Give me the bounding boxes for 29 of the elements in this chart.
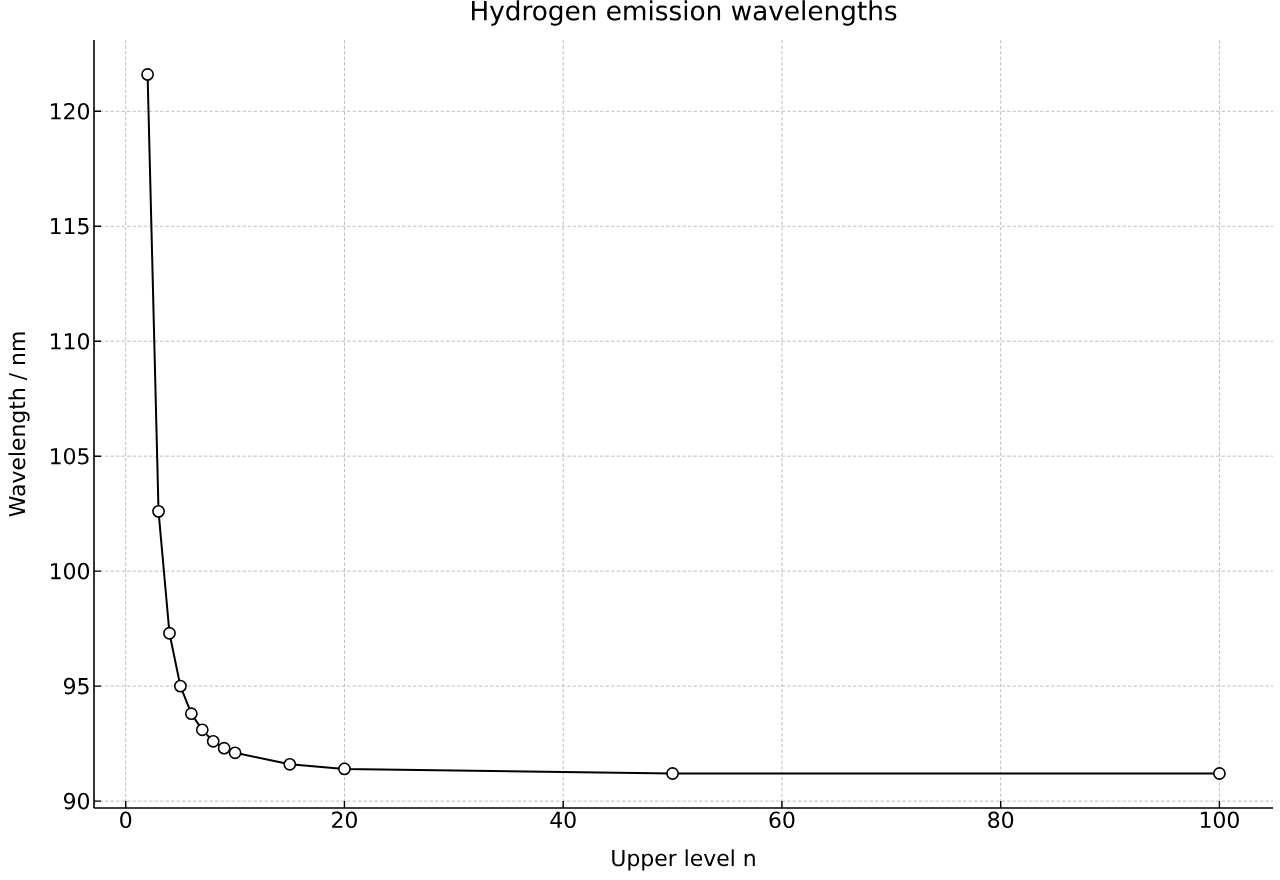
y-axis-title: Wavelength / nm bbox=[8, 332, 30, 517]
point bbox=[217, 741, 231, 755]
x-axis-title: Upper level n bbox=[612, 849, 755, 871]
y-tick-label: 95 bbox=[63, 677, 89, 695]
point bbox=[228, 746, 242, 760]
point bbox=[206, 734, 220, 748]
y-tick-label: 100 bbox=[51, 562, 90, 580]
point bbox=[163, 626, 176, 640]
point bbox=[195, 723, 209, 737]
chart-title: Hydrogen emission wavelengths bbox=[472, 0, 897, 26]
point bbox=[152, 504, 165, 518]
x-tick-label: 0 bbox=[120, 811, 132, 829]
y-tick-label: 90 bbox=[63, 792, 90, 810]
x-tick-label: 40 bbox=[550, 811, 576, 829]
x-tick-label: 100 bbox=[1200, 811, 1239, 829]
y-tick-label: 110 bbox=[51, 332, 90, 350]
y-tick-label: 120 bbox=[51, 102, 90, 120]
point bbox=[666, 767, 679, 780]
point bbox=[338, 762, 351, 776]
point bbox=[184, 707, 198, 721]
y-tick-label: 115 bbox=[51, 218, 89, 235]
point bbox=[174, 679, 187, 693]
x-tick-label: 60 bbox=[769, 811, 795, 829]
y-tick-label: 105 bbox=[51, 447, 89, 465]
x-tick-label: 80 bbox=[988, 811, 1014, 829]
point bbox=[1213, 767, 1226, 780]
point bbox=[141, 68, 154, 81]
point bbox=[283, 757, 297, 771]
x-tick-label: 20 bbox=[332, 811, 357, 829]
